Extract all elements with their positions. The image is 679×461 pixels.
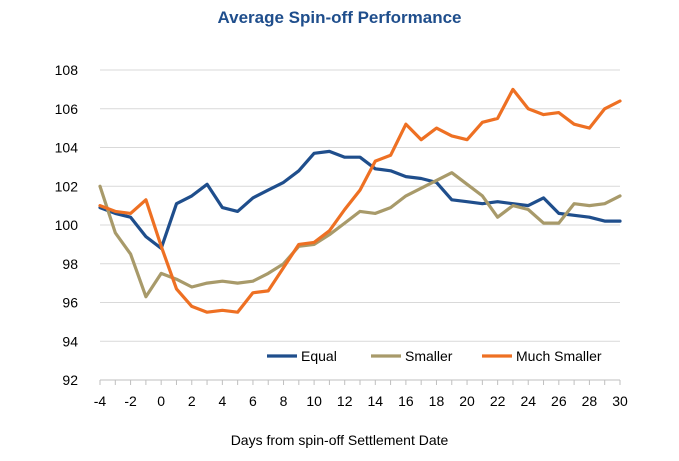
axes: [99, 379, 621, 385]
y-tick-label: 104: [55, 140, 79, 156]
y-tick-label: 96: [62, 295, 78, 311]
series-lines: [98, 87, 622, 314]
x-tick-label: 30: [612, 393, 628, 409]
y-tick-label: 92: [62, 372, 78, 388]
x-axis-label: Days from spin-off Settlement Date: [230, 432, 449, 448]
legend-label-much-smaller: Much Smaller: [516, 348, 602, 364]
x-tick-label: 26: [551, 393, 567, 409]
y-tick-label: 106: [55, 101, 79, 117]
x-tick-label: 16: [398, 393, 414, 409]
legend-label-smaller: Smaller: [405, 348, 453, 364]
x-tick-label: -4: [94, 393, 107, 409]
x-tick-label: -2: [124, 393, 137, 409]
y-tick-label: 94: [62, 333, 78, 349]
x-tick-label: 12: [337, 393, 353, 409]
x-tick-label: 4: [218, 393, 226, 409]
series-line-equal: [98, 149, 622, 250]
gridlines: [100, 69, 620, 342]
y-tick-label: 100: [55, 217, 79, 233]
x-tick-label: 0: [157, 393, 165, 409]
x-tick-label: 28: [582, 393, 598, 409]
x-tick-label: 6: [249, 393, 257, 409]
y-tick-label: 98: [62, 256, 78, 272]
x-tick-label: 2: [188, 393, 196, 409]
series-line-much-smaller: [98, 87, 622, 314]
legend-label-equal: Equal: [301, 348, 337, 364]
x-tick-label: 24: [520, 393, 536, 409]
x-tick-label: 22: [490, 393, 506, 409]
x-tick-label: 14: [368, 393, 384, 409]
y-tick-label: 108: [55, 62, 79, 78]
legend: Equal Smaller Much Smaller: [267, 348, 602, 364]
chart-title: Average Spin-off Performance: [217, 8, 462, 27]
y-tick-label: 102: [55, 178, 79, 194]
x-tick-label: 18: [429, 393, 445, 409]
x-tick-label: 20: [459, 393, 475, 409]
series-line-smaller: [98, 171, 622, 299]
x-tick-label: 8: [280, 393, 288, 409]
x-tick-label: 10: [306, 393, 322, 409]
